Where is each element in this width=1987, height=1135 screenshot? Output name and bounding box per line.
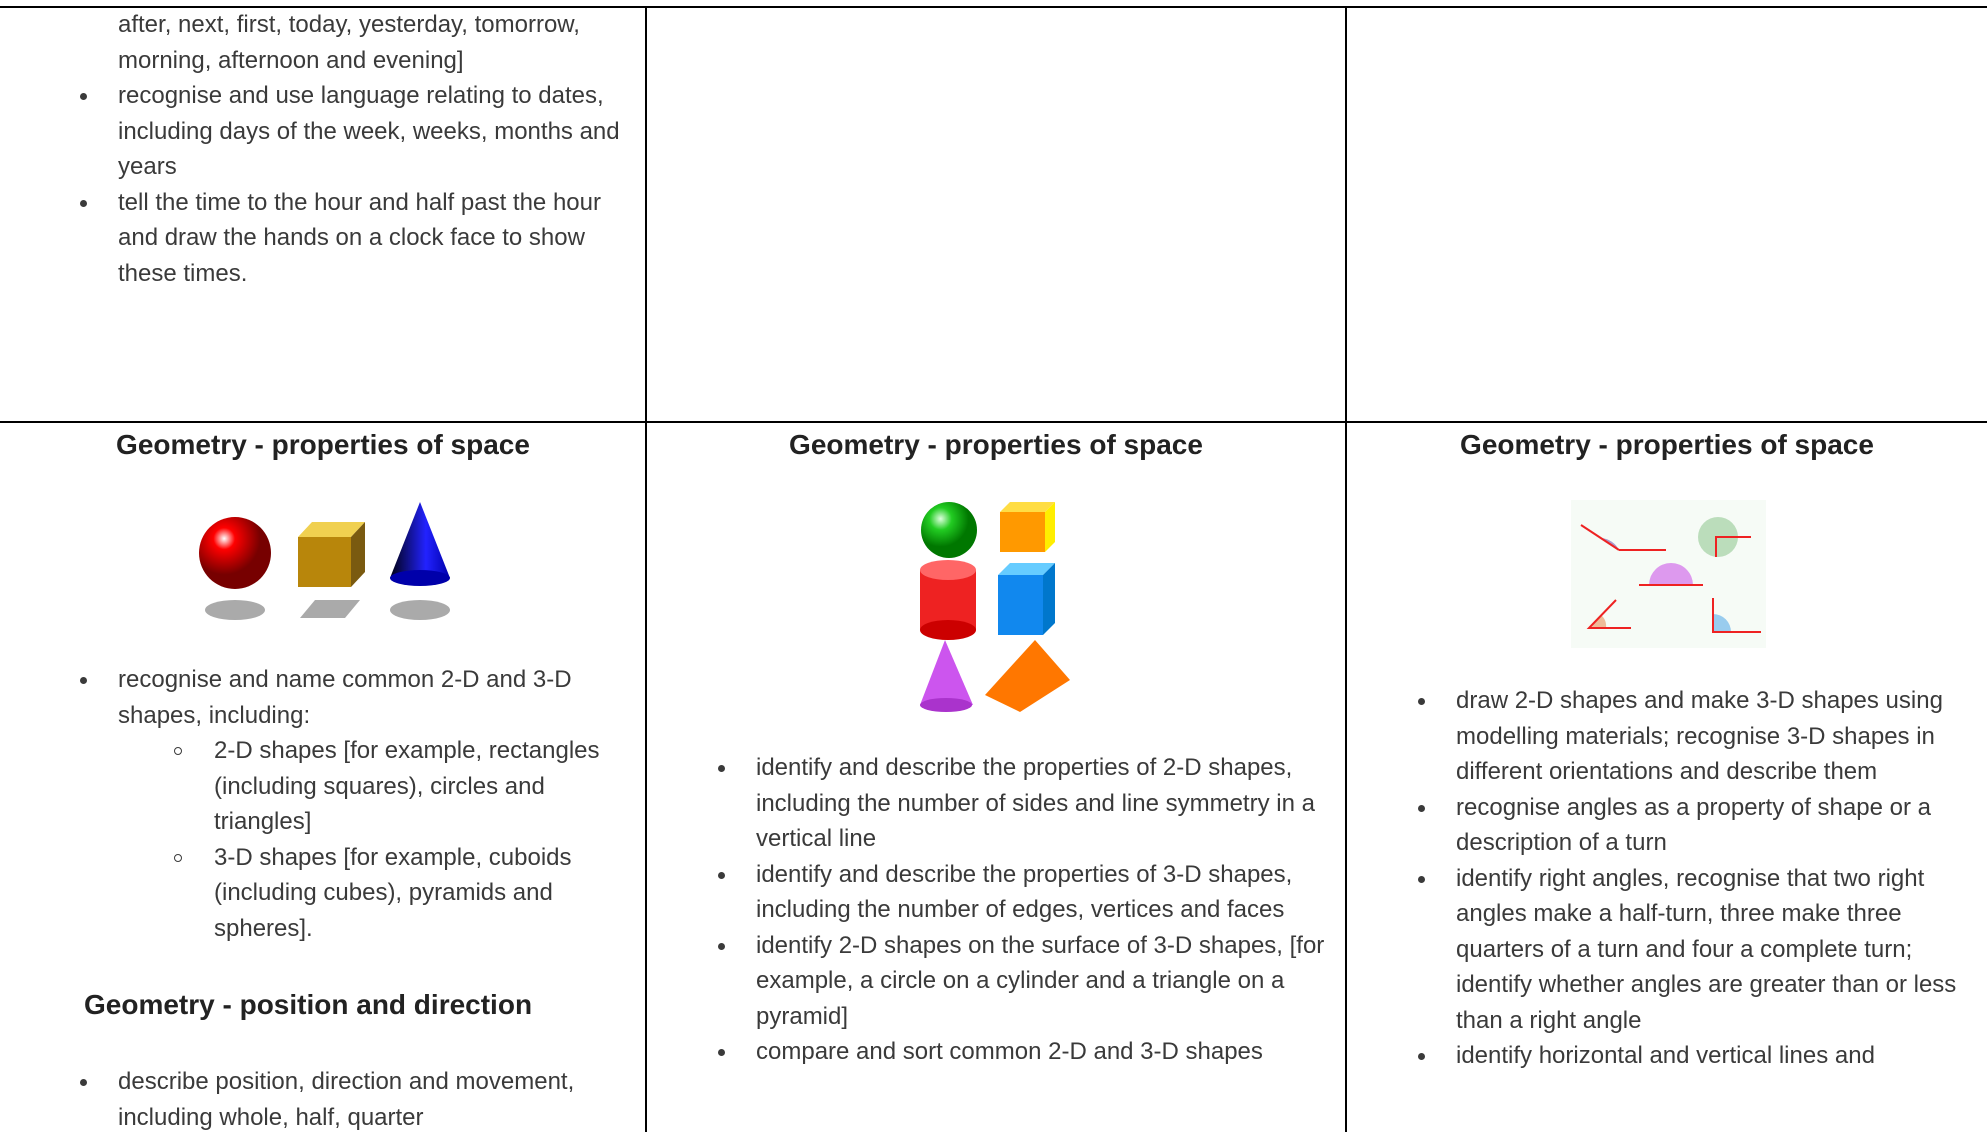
bullet-list: recognise and name common 2-D and 3-D sh… [80,662,628,946]
bullet: draw 2-D shapes and make 3-D shapes usin… [1418,683,1976,790]
cell-text: draw 2-D shapes and make 3-D shapes usin… [1418,683,1976,1074]
heading: Geometry - properties of space [1460,429,1874,460]
sub-bullet: 3-D shapes [for example, cuboids (includ… [174,840,628,947]
cell-text: describe position, direction and movemen… [80,1064,628,1135]
sub-list: 2-D shapes [for example, rectangles (inc… [118,733,628,946]
angles-image [1571,500,1766,648]
cell-text: after, next, first, today, yesterday, to… [80,7,623,292]
bullet: describe position, direction and movemen… [80,1064,628,1135]
table-border [0,6,1987,8]
bullet: tell the time to the hour and half past … [80,185,623,292]
bullet: identify horizontal and vertical lines a… [1418,1038,1976,1074]
bullet: recognise and name common 2-D and 3-D sh… [80,662,628,946]
bullet-list: draw 2-D shapes and make 3-D shapes usin… [1418,683,1976,1074]
bullet: identify and describe the properties of … [718,857,1336,928]
cell-text: identify and describe the properties of … [718,750,1336,1070]
bullet: recognise angles as a property of shape … [1418,790,1976,861]
bullet-list: describe position, direction and movemen… [80,1064,628,1135]
cell-text: recognise and name common 2-D and 3-D sh… [80,662,628,946]
shapes-image [920,502,1070,712]
bullet: identify 2-D shapes on the surface of 3-… [718,928,1336,1035]
row-border [0,421,1987,423]
shapes-image [199,502,450,620]
bullet-list: identify and describe the properties of … [718,750,1336,1070]
paragraph: after, next, first, today, yesterday, to… [118,11,580,74]
bullet: identify right angles, recognise that tw… [1418,861,1976,1039]
heading: Geometry - properties of space [116,429,530,460]
heading: Geometry - position and direction [84,989,533,1020]
sub-bullet: 2-D shapes [for example, rectangles (inc… [174,733,628,840]
bullet: identify and describe the properties of … [718,750,1336,857]
heading: Geometry - properties of space [789,429,1203,460]
bullet: compare and sort common 2-D and 3-D shap… [718,1034,1336,1070]
bullet-list: recognise and use language relating to d… [80,78,623,292]
column-border [645,6,647,1132]
column-border [1345,6,1347,1132]
bullet-text: recognise and name common 2-D and 3-D sh… [118,666,572,729]
bullet: recognise and use language relating to d… [80,78,623,185]
